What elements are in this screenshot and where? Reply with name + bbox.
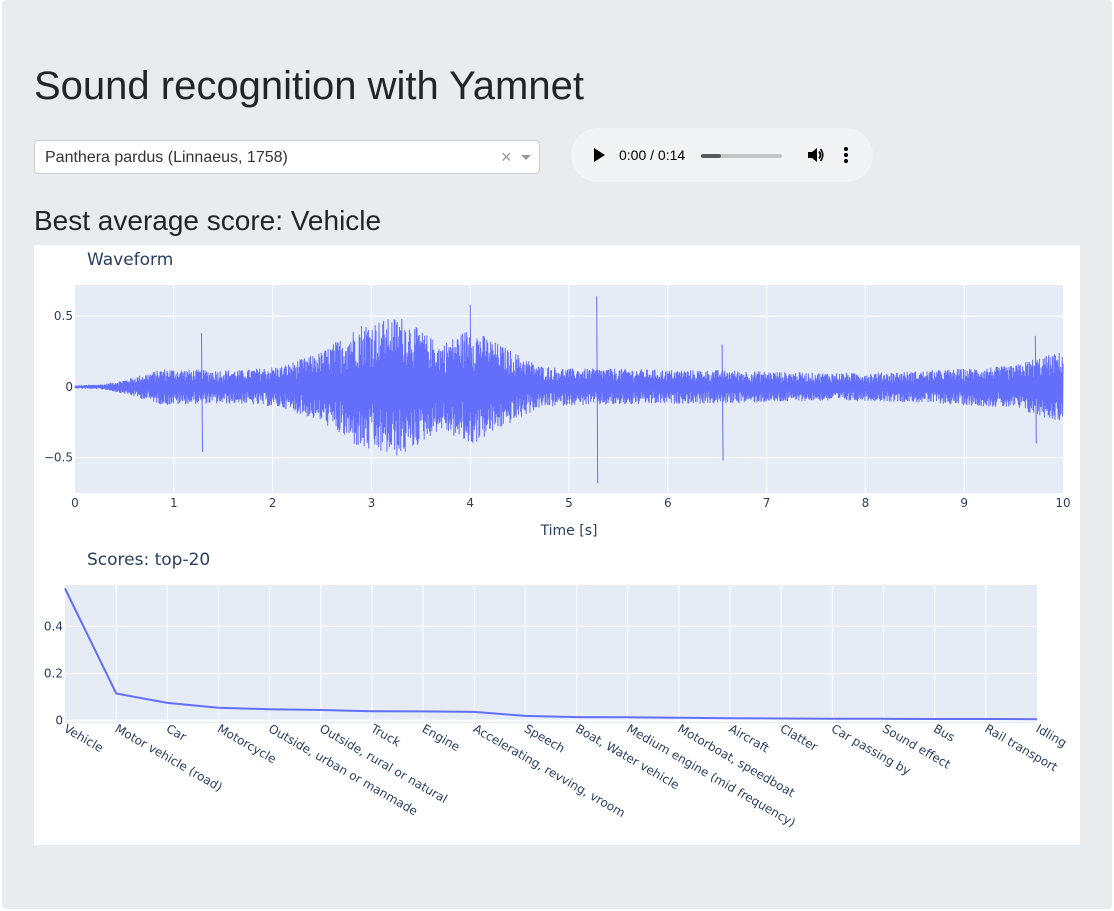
waveform-xtick: 0 (71, 496, 79, 510)
audio-player: 0:00 / 0:14 (571, 128, 873, 182)
play-icon[interactable] (594, 148, 605, 162)
waveform-xtick: 5 (565, 496, 573, 510)
page-title: Sound recognition with Yamnet (34, 64, 584, 108)
more-vert-icon[interactable] (843, 146, 849, 164)
waveform-chart: Waveform 0 1 2 3 4 5 6 7 8 9 10 −0.5 0 0.5 Time [s] (44, 250, 1071, 539)
species-select-value: Panthera pardus (Linnaeus, 1758) (45, 149, 288, 166)
waveform-ytick: 0.5 (54, 309, 73, 323)
waveform-ytick: 0 (65, 380, 73, 394)
waveform-xtick: 7 (763, 496, 771, 510)
waveform-title: Waveform (87, 250, 173, 270)
waveform-xtick: 10 (1055, 496, 1070, 510)
scores-ytick: 0.2 (44, 666, 63, 680)
waveform-ytick: −0.5 (44, 451, 73, 465)
scores-plot-area (65, 585, 1037, 723)
waveform-xtick: 9 (960, 496, 968, 510)
audio-time: 0:00 / 0:14 (619, 147, 686, 163)
waveform-xtick: 8 (862, 496, 870, 510)
scores-xtick-label: Car (164, 721, 189, 743)
audio-progress-fill (701, 154, 722, 158)
scores-ytick: 0.4 (44, 619, 63, 633)
waveform-xtick: 6 (664, 496, 672, 510)
waveform-xtick: 1 (170, 496, 178, 510)
scores-xtick-label: Idling (1034, 721, 1070, 750)
volume-icon[interactable] (805, 145, 825, 165)
waveform-xtick: 3 (368, 496, 376, 510)
best-score-heading: Best average score: Vehicle (34, 205, 382, 236)
scores-chart: Scores: top-20 Vehicle Motor vehicle (roa… (44, 550, 1070, 830)
scores-title: Scores: top-20 (87, 550, 210, 570)
scores-xtick-label: Vehicle (62, 721, 106, 755)
waveform-xlabel: Time [s] (540, 523, 598, 539)
scores-ytick: 0 (55, 714, 63, 728)
scores-xtick-label: Bus (931, 721, 957, 744)
scores-graph: Scores: top-20 Vehicle Motor vehicle (roa… (34, 545, 1080, 845)
scores-line (64, 588, 1038, 721)
waveform-graph: Waveform 0 1 2 3 4 5 6 7 8 9 10 −0.5 0 0.5 Time [s] (34, 245, 1080, 545)
waveform-xtick: 4 (466, 496, 474, 510)
waveform-trace (74, 296, 1064, 484)
scores-xtick-label: Engine (420, 721, 463, 754)
clear-icon[interactable]: × (501, 147, 512, 167)
scores-xtick-label: Clatter (778, 721, 820, 754)
waveform-xtick: 2 (269, 496, 277, 510)
species-select[interactable]: Panthera pardus (Linnaeus, 1758) × (34, 140, 540, 174)
scores-xtick-label: Truck (368, 721, 403, 749)
chevron-down-icon[interactable] (521, 155, 531, 160)
audio-progress-slider[interactable] (701, 154, 782, 158)
